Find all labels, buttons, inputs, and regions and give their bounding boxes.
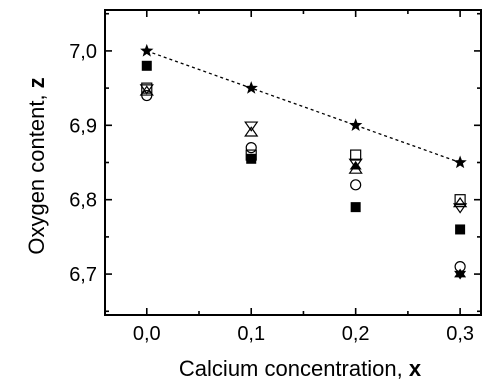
star-marker [453, 155, 467, 169]
open-triangle-up-marker [452, 196, 468, 208]
open-triangle-down-marker [452, 203, 468, 214]
x-axis-ticks: 0,0 0,1 0,2 0,3 [133, 10, 474, 345]
fit-line [146, 50, 461, 164]
y-axis-title: Oxygen content, z [24, 77, 49, 254]
y-tick-label: 6,9 [69, 115, 97, 137]
open-triangle-down-marker [244, 121, 259, 132]
open-square-marker [350, 149, 362, 161]
filled-square-marker [455, 224, 466, 235]
filled-triangle-down-marker [454, 270, 467, 280]
y-tick-label: 6,7 [69, 264, 97, 286]
x-axis-title: Calcium concentration, x [179, 356, 422, 381]
plot-frame [104, 9, 482, 316]
filled-square-marker [141, 60, 152, 71]
open-triangle-up-marker [244, 126, 259, 137]
filled-square-marker [246, 153, 257, 164]
x-axis-title-variable: x [409, 356, 422, 381]
y-tick-label: 6,8 [69, 190, 97, 212]
open-square-marker [245, 149, 257, 161]
x-tick-label: 0,3 [446, 323, 474, 345]
x-tick-label: 0,2 [342, 323, 370, 345]
star-marker [244, 81, 258, 94]
filled-triangle-up-marker [349, 160, 362, 170]
open-triangle-up-marker [139, 85, 154, 96]
star-marker [349, 118, 363, 131]
x-tick-label: 0,0 [133, 323, 161, 345]
open-square-marker [454, 194, 466, 206]
x-axis-title-text: Calcium concentration, [179, 356, 409, 381]
y-axis-ticks: 6,7 6,8 6,9 7,0 [69, 12, 481, 313]
plot-border [104, 9, 482, 316]
filled-square-marker [350, 202, 361, 213]
open-triangle-down-marker [348, 158, 363, 169]
y-axis-title-variable: z [24, 77, 49, 88]
data-points [139, 43, 468, 280]
y-axis-title-text: Oxygen content, [24, 88, 49, 254]
x-tick-label: 0,1 [237, 323, 265, 345]
open-circle-marker [350, 179, 362, 191]
open-triangle-down-marker [139, 84, 154, 95]
open-circle-marker [245, 142, 257, 154]
y-tick-label: 7,0 [69, 41, 97, 63]
fit-line-group [146, 50, 461, 164]
star-marker [140, 43, 154, 57]
